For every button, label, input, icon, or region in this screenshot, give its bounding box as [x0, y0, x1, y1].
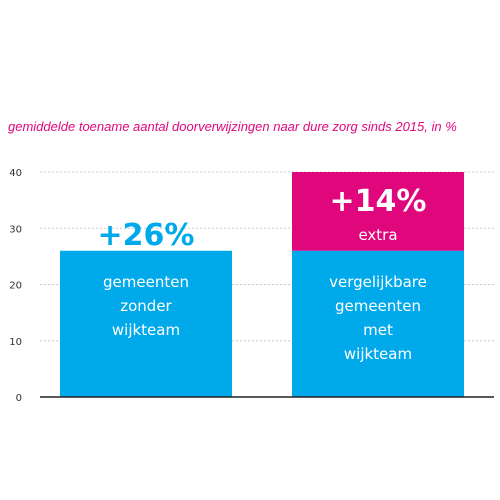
- data-label-26: +26%: [98, 218, 195, 253]
- category-label: wijkteam: [344, 345, 412, 363]
- data-label-14: +14%: [330, 184, 427, 219]
- category-label: met: [363, 321, 393, 339]
- y-tick-label: 40: [9, 168, 22, 179]
- y-tick-label: 0: [16, 393, 22, 404]
- category-label: gemeenten: [335, 297, 421, 315]
- bar-base: [292, 250, 464, 397]
- category-label: gemeenten: [103, 273, 189, 291]
- category-label: vergelijkbare: [329, 273, 427, 291]
- category-label: wijkteam: [112, 321, 180, 339]
- y-tick-label: 10: [9, 337, 22, 348]
- y-tick-label: 30: [9, 224, 22, 235]
- bar-base: [60, 250, 232, 397]
- data-label-extra: extra: [358, 226, 397, 244]
- category-label: zonder: [120, 297, 172, 315]
- bar-extra: [292, 172, 464, 251]
- chart-title: gemiddelde toename aantal doorverwijzing…: [8, 119, 457, 134]
- y-tick-label: 20: [9, 281, 22, 292]
